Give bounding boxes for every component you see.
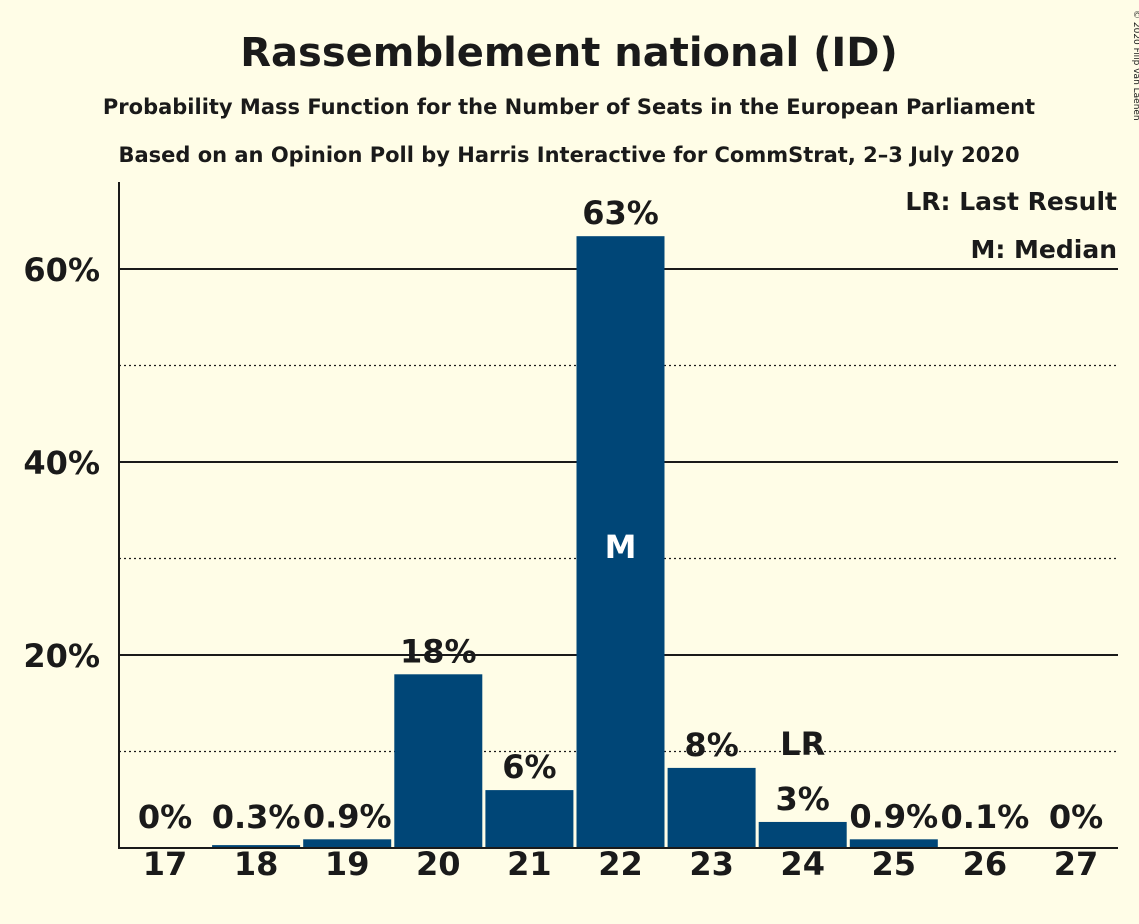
legend: LR: Last Result M: Median <box>905 187 1117 264</box>
x-tick-label: 25 <box>872 845 917 883</box>
value-label: 3% <box>776 780 830 818</box>
x-tick-label: 19 <box>325 845 370 883</box>
y-tick-label: 60% <box>23 251 100 289</box>
last-result-marker: LR <box>780 725 825 763</box>
x-tick-label: 20 <box>416 845 461 883</box>
bar-18 <box>212 845 301 848</box>
value-label: 63% <box>582 194 659 232</box>
bar-23 <box>667 767 756 848</box>
x-tick-label: 26 <box>963 845 1008 883</box>
data-labels: 0% 0.3% 0.9%18%6%63%8%3% 0.9% 0.1% 0%MLR <box>138 194 1103 836</box>
bar-20 <box>394 674 483 848</box>
legend-entry: M: Median <box>970 235 1117 264</box>
bar-25 <box>849 839 938 848</box>
x-tick-label: 23 <box>689 845 734 883</box>
value-label: 6% <box>502 748 556 786</box>
bar-22 <box>576 236 665 848</box>
value-label: 0.9% <box>303 797 392 835</box>
value-label: 0% <box>1049 798 1103 836</box>
median-marker: M <box>605 528 637 566</box>
legend-entry: LR: Last Result <box>905 187 1117 216</box>
y-tick-label: 40% <box>23 444 100 482</box>
value-label: 0.3% <box>212 798 301 836</box>
bars <box>212 236 1029 848</box>
chart-subtitle: Probability Mass Function for the Number… <box>103 95 1035 119</box>
value-label: 18% <box>400 632 477 670</box>
x-tick-label: 24 <box>780 845 825 883</box>
value-label: 0.9% <box>849 797 938 835</box>
chart-title: Rassemblement national (ID) <box>240 30 898 76</box>
copyright-notice: © 2020 Filip van Laenen <box>1131 10 1139 121</box>
x-tick-label: 17 <box>143 845 188 883</box>
x-tick-label: 27 <box>1054 845 1099 883</box>
value-label: 0% <box>138 798 192 836</box>
value-label: 0.1% <box>941 798 1030 836</box>
x-tick-label: 18 <box>234 845 279 883</box>
x-tick-label: 21 <box>507 845 552 883</box>
axes: 20% 40% 60% 17 18 19 20 21 22 23 24 25 26 27 <box>23 182 1118 883</box>
bar-21 <box>485 790 574 848</box>
bar-24 <box>758 821 847 848</box>
chart-subtitle-source: Based on an Opinion Poll by Harris Inter… <box>118 143 1019 167</box>
x-tick-label: 22 <box>598 845 643 883</box>
y-tick-label: 20% <box>23 637 100 675</box>
bar-19 <box>303 839 392 848</box>
value-label: 8% <box>684 726 738 764</box>
